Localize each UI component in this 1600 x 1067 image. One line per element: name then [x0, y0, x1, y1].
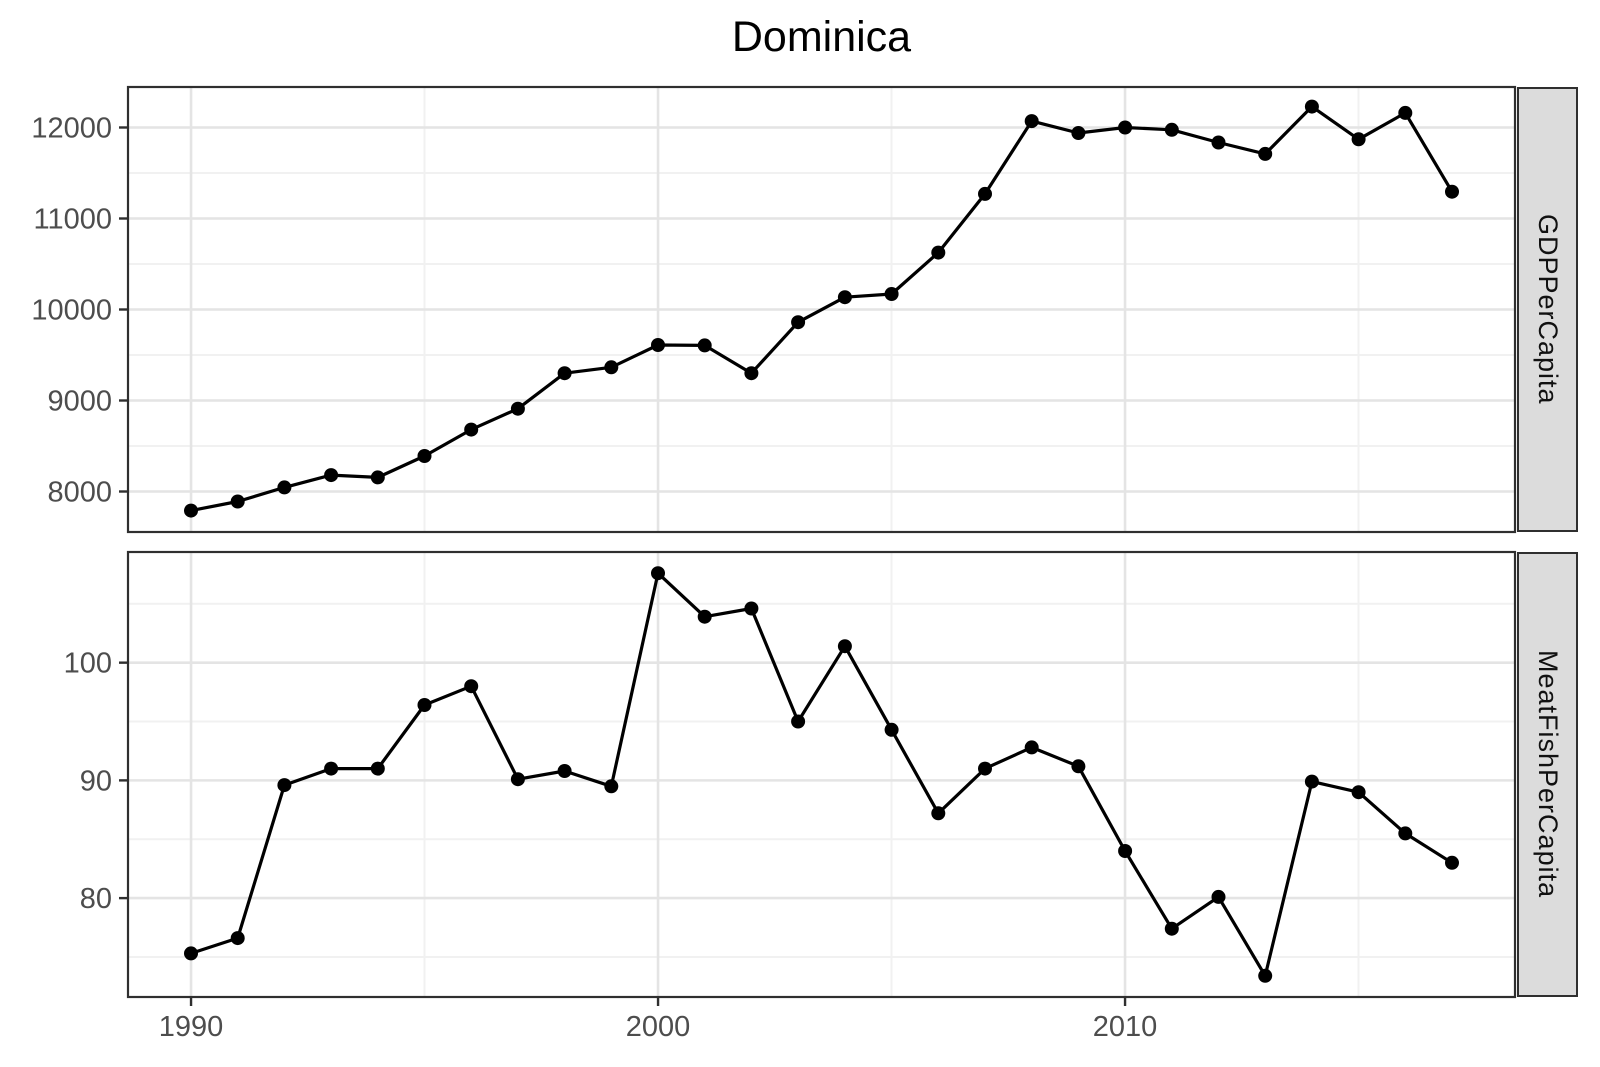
panel-border [126, 550, 1517, 999]
y-tick-label: 9000 [47, 386, 112, 418]
data-point [744, 366, 759, 381]
data-point [884, 287, 899, 301]
data-point [184, 946, 198, 961]
data-point [510, 772, 525, 787]
data-point [1118, 844, 1133, 858]
series-points [184, 566, 1459, 983]
data-point [1164, 122, 1179, 137]
data-point [557, 764, 572, 778]
data-point [1445, 855, 1459, 870]
data-point [464, 422, 479, 437]
y-tick-label: 8000 [47, 477, 112, 509]
y-tick-label: 10000 [31, 295, 112, 327]
data-point [651, 566, 665, 581]
data-point [1398, 105, 1413, 120]
data-point [184, 503, 198, 518]
data-point [1071, 759, 1086, 774]
gridlines-major [128, 87, 1515, 532]
panel-background [128, 552, 1515, 997]
data-point [464, 679, 479, 694]
data-point [1398, 826, 1413, 841]
data-point [324, 761, 339, 776]
data-point [1304, 99, 1319, 114]
series-line [189, 571, 1454, 978]
data-point [417, 698, 432, 712]
data-point [837, 290, 852, 305]
facet-strip-meatfishpercapita: MeatFishPerCapita [1517, 552, 1578, 997]
data-point [557, 366, 572, 381]
data-point [1304, 774, 1319, 789]
data-point [230, 931, 245, 946]
data-point [277, 778, 292, 793]
data-point [1024, 740, 1039, 755]
data-point [277, 480, 292, 495]
data-point [1351, 785, 1366, 800]
series-points [184, 99, 1459, 518]
data-point [1351, 132, 1366, 147]
data-point [1164, 921, 1179, 936]
y-tick-label: 100 [64, 648, 112, 680]
data-point [1024, 114, 1039, 129]
data-point [324, 468, 339, 483]
gridlines-minor [128, 552, 1515, 997]
data-point [791, 315, 806, 330]
data-point [931, 806, 946, 821]
data-point [697, 609, 712, 624]
series-line [189, 104, 1454, 513]
y-tick-label: 90 [80, 765, 112, 797]
data-point [1118, 120, 1133, 135]
facet-panel-gdppercapita [126, 85, 1517, 534]
y-tick-label: 12000 [31, 112, 112, 144]
x-tick-label: 2010 [1093, 1011, 1158, 1043]
y-axis-meatfishpercapita: 80 90 100 [64, 648, 127, 915]
x-tick-label: 1990 [159, 1011, 224, 1043]
data-point [791, 714, 806, 729]
data-point [1211, 889, 1226, 904]
x-axis: 1990 2000 2010 [159, 998, 1158, 1043]
data-point [978, 186, 992, 201]
data-point [837, 639, 852, 654]
data-point [1258, 968, 1273, 983]
data-point [1258, 146, 1273, 161]
y-axis-gdppercapita: 8000 9000 10000 11000 12000 [31, 112, 127, 509]
data-point [697, 338, 712, 353]
data-point [1211, 135, 1226, 150]
panel-border [126, 85, 1517, 534]
data-point [417, 449, 432, 463]
data-point [978, 761, 992, 776]
data-point [931, 245, 946, 260]
data-point [370, 761, 385, 776]
data-point [884, 722, 899, 737]
y-tick-label: 11000 [34, 203, 113, 235]
data-point [1445, 184, 1459, 199]
data-point [604, 779, 619, 794]
data-point [744, 601, 759, 616]
y-tick-label: 80 [80, 883, 112, 915]
chart-title: Dominica [731, 13, 912, 61]
data-point [604, 360, 619, 375]
data-point [1071, 126, 1086, 140]
facet-strip-label: GDPPerCapita [1533, 214, 1563, 405]
facet-panel-meatfishpercapita [126, 550, 1517, 999]
data-point [230, 494, 245, 509]
x-tick-label: 2000 [626, 1011, 691, 1043]
facet-strip-label: MeatFishPerCapita [1533, 650, 1563, 899]
data-point [510, 401, 525, 416]
data-point [370, 470, 385, 485]
data-point [651, 338, 665, 352]
facet-strip-gdppercapita: GDPPerCapita [1517, 87, 1578, 532]
